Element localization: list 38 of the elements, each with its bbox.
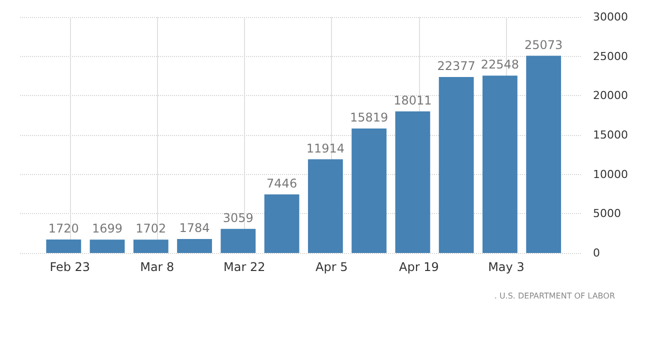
bar xyxy=(352,128,387,253)
x-tick-label: Apr 5 xyxy=(316,260,348,274)
data-label: 25073 xyxy=(524,38,563,52)
data-label: 15819 xyxy=(350,110,388,125)
bar xyxy=(90,240,125,253)
data-label: 22377 xyxy=(437,58,476,73)
data-label: 1784 xyxy=(179,220,210,235)
y-tick-label: 0 xyxy=(593,246,600,260)
bar xyxy=(133,240,168,253)
data-label: 3059 xyxy=(222,210,254,225)
bar xyxy=(438,76,474,253)
y-tick-label: 20000 xyxy=(593,89,628,102)
bar xyxy=(395,111,430,253)
bar xyxy=(308,159,343,253)
y-tick-label: 10000 xyxy=(593,168,628,181)
data-label: 1702 xyxy=(136,222,166,236)
y-tick-label: 5000 xyxy=(593,207,621,220)
x-tick-label: Feb 23 xyxy=(50,260,90,274)
y-tick-label: 25000 xyxy=(593,50,628,63)
data-label: 7446 xyxy=(266,176,298,190)
y-tick-label: 30000 xyxy=(593,10,628,24)
x-tick-label: Apr 19 xyxy=(399,260,439,274)
bar xyxy=(482,76,518,253)
data-label: 1720 xyxy=(48,221,79,236)
bar xyxy=(46,239,82,253)
data-label: 11914 xyxy=(306,141,345,156)
bar xyxy=(177,238,212,253)
y-tick-label: 15000 xyxy=(593,128,628,142)
data-label: 1699 xyxy=(92,222,123,236)
text: . U.S. DEPARTMENT OF LABOR xyxy=(494,292,616,300)
data-label: 22548 xyxy=(480,58,520,72)
x-tick-label: Mar 22 xyxy=(224,260,266,274)
data-label: 18011 xyxy=(394,93,432,108)
x-tick-label: May 3 xyxy=(488,260,524,274)
bar xyxy=(264,194,300,253)
bar xyxy=(220,228,256,253)
bar xyxy=(526,56,562,253)
x-tick-label: Mar 8 xyxy=(140,260,174,274)
